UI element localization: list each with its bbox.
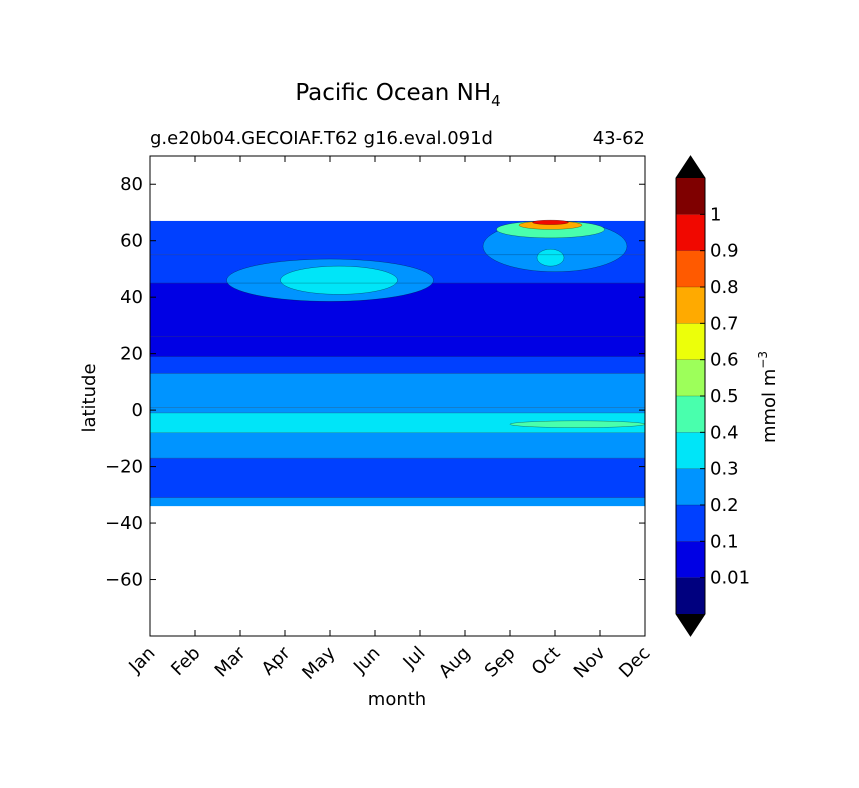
contour-band-0 xyxy=(150,497,645,507)
x-tick-label: Jun xyxy=(349,643,384,678)
colorbar-segment xyxy=(676,541,705,578)
chart-title-main: Pacific Ocean NH xyxy=(295,80,491,106)
x-tick-label: Feb xyxy=(167,643,204,680)
colorbar-segment xyxy=(676,432,705,469)
colorbar-tick-label: 0.01 xyxy=(710,568,750,589)
colorbar-segment xyxy=(676,359,705,396)
colorbar-segment xyxy=(676,214,705,251)
high-lat-bloom-3 xyxy=(532,219,569,225)
colorbar-label-superscript: −3 xyxy=(756,351,770,369)
colorbar-tick-label: 0.1 xyxy=(710,531,739,552)
x-tick-label: Sep xyxy=(481,643,520,682)
colorbar-tick-label: 0.8 xyxy=(710,277,739,298)
subpolar-core-autumn xyxy=(536,248,565,267)
colorbar-segment xyxy=(676,468,705,505)
y-tick-label: 40 xyxy=(120,287,143,308)
colorbar: 0.01 0.1 0.2 0.3 0.4 0.5 0.6 0.7 0.8 0.9 1 xyxy=(675,155,750,637)
colorbar-tick-label: 0.9 xyxy=(710,241,739,262)
y-axis: 80 60 40 20 0 −20 −40 −60 xyxy=(105,174,645,591)
y-tick-label: 60 xyxy=(120,231,143,252)
contour-band-4 xyxy=(150,407,645,413)
x-axis-label: month xyxy=(368,689,426,710)
contour-band-3 xyxy=(150,412,645,433)
contour-band-5 xyxy=(150,373,645,408)
colorbar-tick-label: 1 xyxy=(710,204,721,225)
x-tick-label: Oct xyxy=(528,643,565,680)
contour-band-6 xyxy=(150,356,645,374)
colorbar-tick-label: 0.3 xyxy=(710,459,739,480)
contour-band-1 xyxy=(150,458,645,498)
chart-subtitle-left: g.e20b04.GECOIAF.T62 g16.eval.091d xyxy=(150,128,493,149)
chart-title-subscript: 4 xyxy=(491,92,501,110)
x-tick-label: Jan xyxy=(124,643,159,678)
colorbar-segment xyxy=(676,323,705,360)
x-tick-label: Jul xyxy=(399,643,430,674)
y-tick-label: 20 xyxy=(120,344,143,365)
contour-band-7 xyxy=(150,336,645,357)
colorbar-tick-label: 0.6 xyxy=(710,350,739,371)
colorbar-label: mmol m−3 xyxy=(756,351,780,443)
colorbar-segment xyxy=(676,396,705,433)
colorbar-segment xyxy=(676,577,705,614)
colorbar-tick-label: 0.5 xyxy=(710,386,739,407)
x-tick-label: Nov xyxy=(570,642,610,682)
chart-title: Pacific Ocean NH4 xyxy=(295,80,500,110)
colorbar-frame xyxy=(675,155,706,637)
colorbar-tick-label: 0.7 xyxy=(710,313,739,334)
y-tick-label: −60 xyxy=(105,570,143,591)
colorbar-tick-label: 0.4 xyxy=(710,422,739,443)
colorbar-label-main: mmol m xyxy=(759,369,780,443)
colorbar-extend-bottom xyxy=(676,614,705,636)
contour-band-2 xyxy=(150,432,645,459)
chart-subtitle-right: 43-62 xyxy=(593,128,645,149)
x-tick-label: May xyxy=(298,642,339,683)
colorbar-segment xyxy=(676,250,705,287)
colorbar-segment xyxy=(676,287,705,324)
colorbar-segment xyxy=(676,505,705,542)
equatorial-max-oct xyxy=(509,420,645,428)
plot-frame xyxy=(149,155,646,637)
y-tick-label: −40 xyxy=(105,513,143,534)
contour-field xyxy=(150,219,645,507)
colorbar-tick-label: 0.2 xyxy=(710,495,739,516)
x-tick-label: Aug xyxy=(435,643,475,683)
y-tick-label: 80 xyxy=(120,174,143,195)
colorbar-extend-top xyxy=(676,156,705,178)
y-tick-label: −20 xyxy=(105,457,143,478)
subpolar-core-spring xyxy=(280,265,398,295)
y-axis-label: latitude xyxy=(79,363,100,432)
colorbar-segment xyxy=(676,178,705,215)
y-tick-label: 0 xyxy=(132,400,143,421)
x-tick-label: Apr xyxy=(258,642,295,679)
x-tick-label: Mar xyxy=(211,642,250,681)
x-tick-label: Dec xyxy=(615,643,654,682)
